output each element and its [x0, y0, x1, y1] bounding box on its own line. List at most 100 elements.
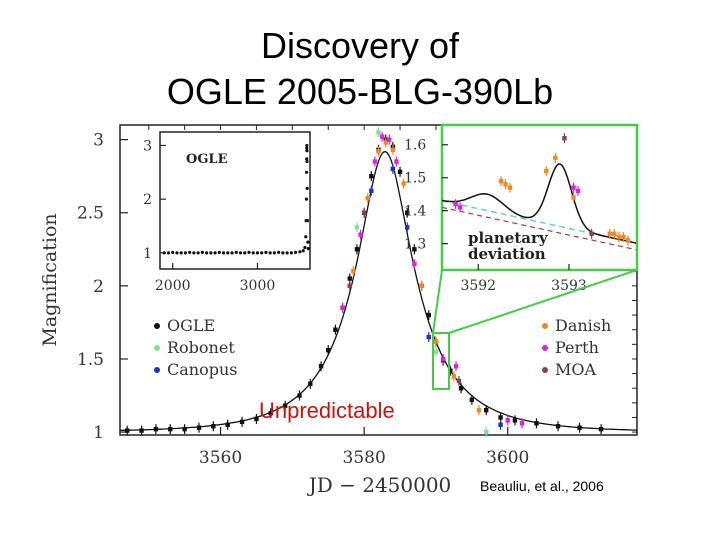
y-tick-label: 1.4: [404, 204, 426, 220]
main-danish-point: [476, 407, 482, 413]
citation: Beauliu, et al., 2006: [480, 478, 604, 494]
inset-ogle-point: [268, 251, 272, 255]
main-ogle-point: [448, 368, 453, 373]
zoom-danish-point: [607, 231, 612, 236]
main-axes: 1 1.5 2 2.5 3 3560 3580 3600: [77, 125, 637, 468]
inset-ogle-point: [162, 251, 166, 255]
main-ogle-point: [239, 419, 245, 425]
main-model-curve: [120, 151, 637, 432]
zoom-danish-point: [553, 155, 558, 161]
main-canopus-point: [405, 225, 410, 230]
main-ogle-point: [498, 415, 503, 420]
inset-ogle-point: [305, 159, 309, 164]
main-data-points: [124, 127, 604, 438]
x-tick-label: 2000: [155, 278, 191, 294]
main-danish-point: [376, 149, 381, 154]
zoom-danish-point: [498, 178, 504, 184]
inset-ogle-point: [289, 251, 293, 255]
main-ogle-point: [308, 381, 313, 387]
legend-marker-ogle: [154, 323, 160, 329]
zoom-danish-point: [625, 238, 631, 243]
inset-ogle-point: [209, 251, 213, 255]
main-danish-point: [451, 374, 457, 379]
main-perth-point: [505, 418, 510, 423]
main-ogle-point: [333, 327, 338, 332]
x-tick-label: 3593: [551, 278, 587, 294]
inset-ogle-point: [305, 157, 309, 161]
legend-label-robonet: Robonet: [167, 338, 235, 357]
inset-ogle-point: [230, 251, 234, 255]
legend-marker-robonet: [154, 345, 160, 351]
y-axis-label: Magnification: [39, 213, 61, 346]
zoom-connector-top: [448, 269, 638, 334]
main-ogle-point: [397, 169, 403, 174]
main-ogle-point: [555, 424, 561, 429]
zoom-perth-point: [457, 205, 463, 210]
inset-ogle-point: [217, 250, 221, 254]
inset-ogle-point: [277, 250, 281, 254]
legend-label-ogle: OGLE: [167, 316, 215, 335]
y-tick-label: 1.3: [404, 237, 426, 253]
inset-ogle-point: [306, 246, 310, 251]
y-tick-label: 1.5: [404, 171, 426, 187]
main-ogle-point: [318, 364, 324, 369]
main-robonet-point: [354, 225, 360, 230]
y-tick-label: 2.5: [77, 204, 104, 224]
inset-ogle-point: [251, 251, 255, 255]
inset-ogle-point: [298, 250, 302, 254]
main-ogle-point: [405, 210, 410, 215]
zoom-danish-point: [616, 234, 622, 240]
main-perth-point: [453, 364, 459, 369]
inset-ogle-point: [255, 251, 260, 255]
legend-label-perth: Perth: [555, 338, 599, 357]
main-danish-point: [401, 181, 406, 186]
inset-ogle-point: [213, 251, 217, 255]
inset-ogle-point: [281, 251, 285, 255]
unpredictable-label: Unpredictable: [259, 398, 395, 423]
y-tick-label: 3: [143, 138, 152, 154]
main-robonet-point: [376, 130, 381, 135]
inset-ogle-point: [243, 251, 247, 255]
inset-ogle-point: [234, 250, 238, 254]
main-ogle-point: [225, 422, 230, 427]
inset-ogle-point: [188, 250, 192, 254]
inset-ogle-point: [247, 250, 251, 254]
main-ogle-point: [297, 393, 302, 398]
main-canopus-point: [369, 188, 374, 194]
main-perth-point: [372, 159, 378, 164]
ogle-inset-frame: [159, 131, 311, 270]
main-ogle-point: [598, 426, 604, 432]
main-ogle-point: [254, 416, 259, 422]
zoom-perth-point: [571, 185, 576, 190]
main-ogle-point: [124, 428, 130, 433]
inset-ogle-point: [200, 250, 204, 254]
main-perth-point: [519, 421, 525, 426]
main-ogle-point: [326, 347, 331, 353]
inset-ogle-point: [305, 219, 310, 223]
slide-title-line-2: OGLE 2005-BLG-390Lb: [166, 71, 554, 112]
zoom-moa-point: [562, 135, 567, 141]
legend-label-moa: MOA: [555, 360, 597, 379]
zoom-danish-point: [507, 185, 513, 190]
y-tick-label: 1: [93, 423, 104, 443]
zoom-region-box: [432, 332, 450, 390]
zoom-danish-point: [621, 234, 626, 240]
y-tick-label: 2: [143, 192, 152, 208]
inset-ogle-point: [264, 250, 268, 254]
y-tick-label: 1.5: [77, 350, 104, 370]
x-tick-label: 3000: [240, 278, 276, 294]
planetary-deviation-line-1: planetary: [468, 229, 549, 247]
main-ogle-point: [196, 425, 202, 430]
zoom-perth-point: [575, 188, 581, 194]
main-perth-point: [440, 356, 446, 362]
main-ogle-point: [369, 173, 374, 179]
main-ogle-point: [458, 386, 464, 391]
legend-marker-moa: [542, 367, 548, 373]
main-perth-point: [412, 261, 417, 267]
main-perth-point: [394, 159, 399, 164]
main-plot-frame: [119, 124, 638, 436]
zoom-danish-point: [544, 168, 549, 174]
zoom-planet-model: [441, 163, 637, 244]
legend-marker-canopus: [154, 367, 160, 373]
legend-left: OGLE Robonet Canopus: [154, 316, 237, 379]
